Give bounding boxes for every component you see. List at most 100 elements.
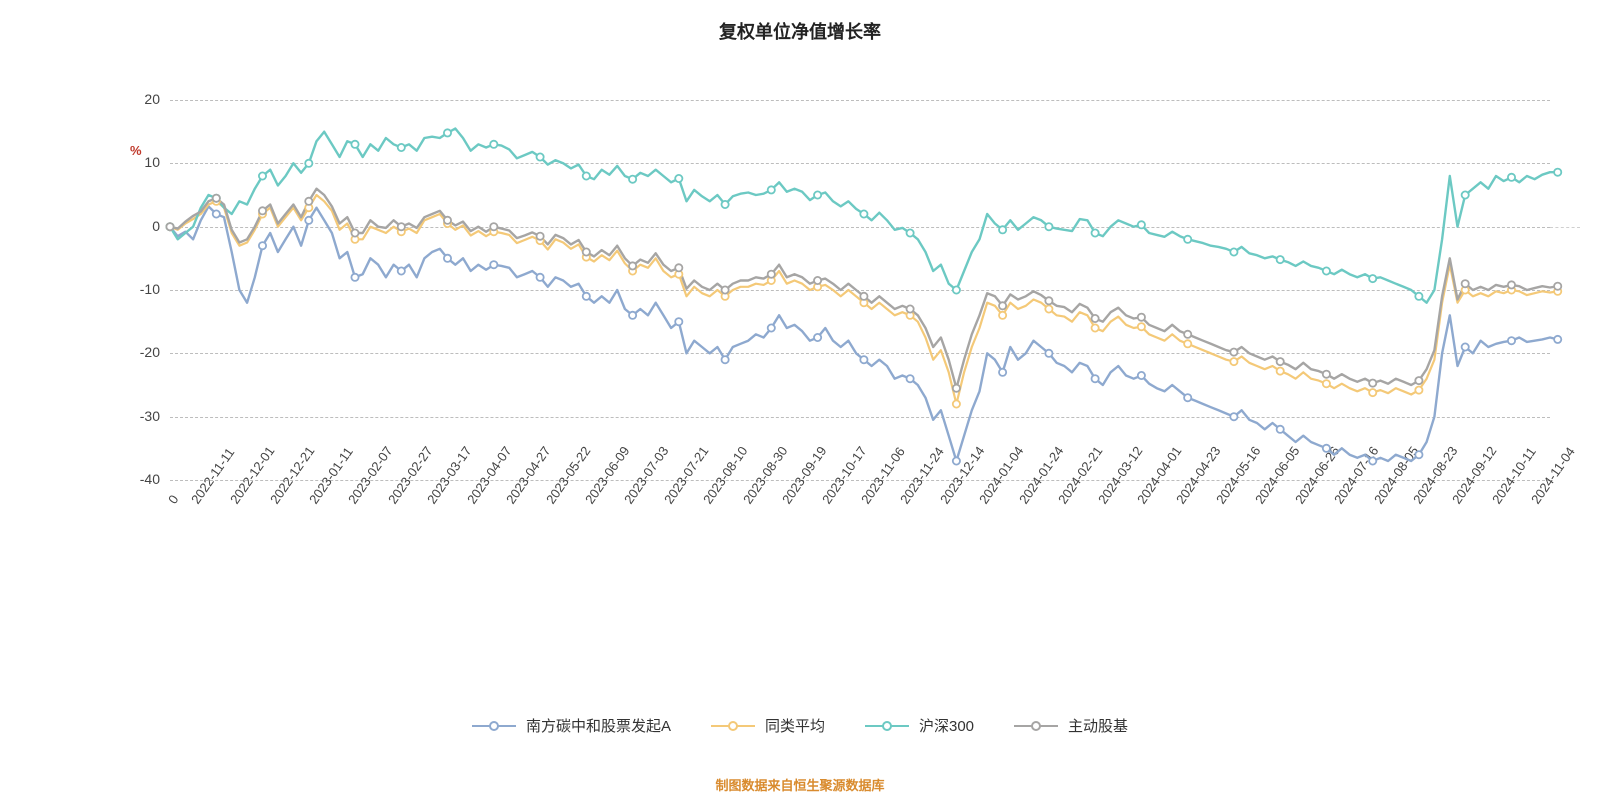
series-marker-s4 bbox=[213, 195, 220, 202]
series-marker-s4 bbox=[1508, 281, 1515, 288]
series-marker-s3 bbox=[675, 175, 682, 182]
series-marker-s3 bbox=[1184, 236, 1191, 243]
series-marker-s4 bbox=[1415, 377, 1422, 384]
series-marker-s4 bbox=[953, 385, 960, 392]
series-marker-s2 bbox=[1045, 305, 1052, 312]
series-marker-s3 bbox=[1554, 169, 1561, 176]
series-marker-s2 bbox=[1184, 340, 1191, 347]
series-marker-s1 bbox=[768, 324, 775, 331]
series-line-s1 bbox=[170, 206, 1558, 461]
series-marker-s1 bbox=[629, 312, 636, 319]
series-marker-s1 bbox=[1508, 337, 1515, 344]
series-marker-s3 bbox=[814, 191, 821, 198]
legend-label: 同类平均 bbox=[765, 715, 825, 736]
chart-title: 复权单位净值增长率 bbox=[0, 18, 1600, 44]
series-marker-s2 bbox=[1415, 387, 1422, 394]
legend-swatch bbox=[865, 719, 909, 733]
series-marker-s1 bbox=[1554, 336, 1561, 343]
legend-item-s1[interactable]: 南方碳中和股票发起A bbox=[472, 715, 671, 736]
series-marker-s1 bbox=[1277, 426, 1284, 433]
series-marker-s1 bbox=[953, 457, 960, 464]
series-marker-s1 bbox=[1462, 343, 1469, 350]
series-marker-s4 bbox=[583, 248, 590, 255]
right-hairline bbox=[1550, 227, 1580, 228]
series-marker-s1 bbox=[213, 210, 220, 217]
series-marker-s1 bbox=[1369, 457, 1376, 464]
series-marker-s1 bbox=[583, 293, 590, 300]
series-marker-s3 bbox=[444, 129, 451, 136]
legend-swatch bbox=[1014, 719, 1058, 733]
series-marker-s4 bbox=[1184, 331, 1191, 338]
series-marker-s2 bbox=[1092, 324, 1099, 331]
legend-swatch bbox=[711, 719, 755, 733]
series-marker-s2 bbox=[1230, 358, 1237, 365]
legend-label: 主动股基 bbox=[1068, 715, 1128, 736]
series-marker-s4 bbox=[351, 229, 358, 236]
series-marker-s3 bbox=[1138, 221, 1145, 228]
series-marker-s4 bbox=[999, 302, 1006, 309]
series-marker-s4 bbox=[305, 198, 312, 205]
series-marker-s1 bbox=[675, 318, 682, 325]
legend-item-s4[interactable]: 主动股基 bbox=[1014, 715, 1128, 736]
series-marker-s4 bbox=[1554, 283, 1561, 290]
series-marker-s3 bbox=[1277, 256, 1284, 263]
series-marker-s1 bbox=[1323, 445, 1330, 452]
series-marker-s2 bbox=[1138, 323, 1145, 330]
series-marker-s3 bbox=[1323, 267, 1330, 274]
series-marker-s3 bbox=[953, 286, 960, 293]
series-marker-s4 bbox=[166, 223, 173, 230]
series-marker-s1 bbox=[907, 375, 914, 382]
series-marker-s4 bbox=[1277, 358, 1284, 365]
series-marker-s3 bbox=[1045, 223, 1052, 230]
series-marker-s3 bbox=[1092, 229, 1099, 236]
series-marker-s4 bbox=[768, 271, 775, 278]
series-marker-s4 bbox=[1369, 380, 1376, 387]
x-origin-label: 0 bbox=[165, 492, 181, 507]
series-marker-s1 bbox=[398, 267, 405, 274]
series-marker-s3 bbox=[722, 201, 729, 208]
series-marker-s4 bbox=[1045, 297, 1052, 304]
y-tick-label: -10 bbox=[112, 281, 160, 297]
series-marker-s4 bbox=[860, 293, 867, 300]
series-marker-s1 bbox=[351, 274, 358, 281]
series-marker-s4 bbox=[1092, 315, 1099, 322]
series-marker-s3 bbox=[583, 172, 590, 179]
chart-container: 复权单位净值增长率 % -40-30-20-1001020 02022-11-1… bbox=[0, 0, 1600, 800]
series-marker-s3 bbox=[1462, 191, 1469, 198]
series-marker-s1 bbox=[1092, 375, 1099, 382]
series-marker-s1 bbox=[444, 255, 451, 262]
y-tick-label: -30 bbox=[112, 408, 160, 424]
plot-area bbox=[170, 100, 1550, 480]
series-marker-s3 bbox=[537, 153, 544, 160]
y-tick-label: -20 bbox=[112, 344, 160, 360]
series-marker-s3 bbox=[999, 226, 1006, 233]
legend: 南方碳中和股票发起A 同类平均 沪深300 主动股基 bbox=[0, 715, 1600, 736]
series-marker-s3 bbox=[259, 172, 266, 179]
footer-attribution: 制图数据来自恒生聚源数据库 bbox=[0, 775, 1600, 794]
series-marker-s4 bbox=[537, 233, 544, 240]
series-marker-s1 bbox=[860, 356, 867, 363]
series-marker-s1 bbox=[1415, 451, 1422, 458]
series-marker-s1 bbox=[490, 261, 497, 268]
series-marker-s4 bbox=[1462, 280, 1469, 287]
series-marker-s4 bbox=[675, 264, 682, 271]
series-marker-s3 bbox=[351, 141, 358, 148]
series-marker-s2 bbox=[999, 312, 1006, 319]
series-marker-s4 bbox=[1138, 314, 1145, 321]
legend-swatch bbox=[472, 719, 516, 733]
series-marker-s1 bbox=[722, 356, 729, 363]
series-marker-s3 bbox=[768, 186, 775, 193]
series-marker-s1 bbox=[814, 334, 821, 341]
legend-label: 南方碳中和股票发起A bbox=[526, 715, 671, 736]
series-marker-s3 bbox=[490, 141, 497, 148]
series-marker-s2 bbox=[1369, 389, 1376, 396]
y-tick-label: 20 bbox=[112, 91, 160, 107]
series-marker-s2 bbox=[1277, 368, 1284, 375]
legend-item-s2[interactable]: 同类平均 bbox=[711, 715, 825, 736]
series-marker-s3 bbox=[1230, 248, 1237, 255]
series-marker-s4 bbox=[722, 286, 729, 293]
legend-item-s3[interactable]: 沪深300 bbox=[865, 715, 974, 736]
y-tick-label: 0 bbox=[112, 218, 160, 234]
series-marker-s4 bbox=[1230, 349, 1237, 356]
series-marker-s3 bbox=[907, 229, 914, 236]
